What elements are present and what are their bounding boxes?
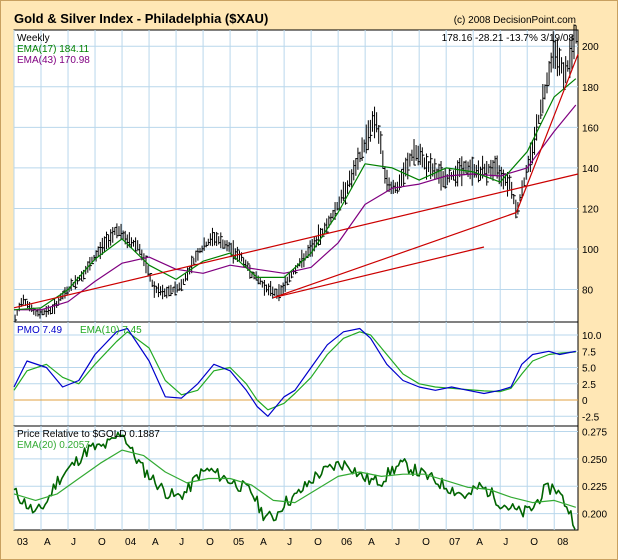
x-tick-label: O	[422, 537, 430, 548]
x-tick-label: J	[503, 537, 508, 548]
relative-ema-line	[13, 449, 576, 508]
pmo-y-tick-label: -2.5	[582, 412, 600, 423]
x-tick-label: J	[287, 537, 292, 548]
x-tick-label: 05	[233, 537, 245, 548]
ema43-label: EMA(43) 170.98	[17, 55, 90, 66]
x-tick-label: 08	[557, 537, 569, 548]
price-y-tick-label: 120	[582, 204, 599, 215]
trendline	[273, 246, 485, 299]
x-axis-ticks: 03 A J O 04 A J O 05 A J O 06 A J O 07 A J O 08	[17, 537, 569, 548]
x-tick-label: O	[530, 537, 538, 548]
trendline	[515, 54, 579, 213]
trendline	[273, 211, 517, 299]
pmo-lines	[13, 327, 576, 417]
x-tick-label: A	[44, 537, 51, 548]
period-label: Weekly	[17, 33, 50, 44]
price-bars	[14, 24, 579, 322]
trendline	[13, 173, 579, 309]
price-y-tick-label: 160	[582, 123, 599, 134]
pmo-y-tick-label: 7.5	[582, 347, 596, 358]
pmo-y-tick-label: 10.0	[582, 331, 602, 342]
relative-y-tick-label: 0.225	[582, 482, 607, 493]
x-tick-label: 06	[341, 537, 353, 548]
pmo-ema-label: EMA(10) 7.45	[80, 325, 142, 336]
price-y-tick-label: 180	[582, 83, 599, 94]
relative-ema-label: EMA(20) 0.2057	[17, 440, 90, 451]
x-tick-label: O	[314, 537, 322, 548]
x-tick-label: A	[476, 537, 483, 548]
pmo-line	[13, 327, 576, 417]
pmo-y-tick-label: 0	[582, 396, 588, 407]
x-tick-label: 03	[17, 537, 29, 548]
x-tick-label: 07	[449, 537, 461, 548]
relative-y-ticks: 0.275 0.250 0.225 0.200	[582, 427, 607, 520]
x-tick-label: J	[395, 537, 400, 548]
price-y-tick-label: 100	[582, 245, 599, 256]
pmo-panel: 10.0 7.5 5.0 2.5 0 -2.5 PMO 7.49 EMA(10) 7.45	[13, 321, 602, 427]
ema43-line	[14, 104, 577, 311]
pmo-y-tick-label: 2.5	[582, 380, 596, 391]
relative-panel: 0.275 0.250 0.225 0.200 Price Relative to $…	[13, 425, 607, 531]
x-tick-label: 04	[125, 537, 137, 548]
x-tick-label: J	[71, 537, 76, 548]
relative-plot-area	[13, 425, 579, 531]
relative-lines	[13, 431, 576, 530]
x-tick-label: J	[179, 537, 184, 548]
relative-y-tick-label: 0.200	[582, 510, 607, 521]
relative-y-tick-label: 0.250	[582, 455, 607, 466]
price-y-tick-label: 80	[582, 286, 594, 297]
copyright-text: (c) 2008 DecisionPoint.com	[454, 15, 576, 26]
pmo-ema-line	[13, 331, 576, 411]
pmo-y-ticks: 10.0 7.5 5.0 2.5 0 -2.5	[582, 331, 602, 423]
pmo-plot-area	[13, 321, 579, 427]
x-tick-label: A	[260, 537, 267, 548]
relative-y-tick-label: 0.275	[582, 427, 607, 438]
price-y-tick-label: 140	[582, 164, 599, 175]
price-y-ticks: 200 180 160 140 120 100 80	[582, 42, 599, 296]
x-tick-label: O	[98, 537, 106, 548]
price-y-tick-label: 200	[582, 42, 599, 53]
x-tick-label: A	[152, 537, 159, 548]
price-panel: 200 180 160 140 120 100 80 Weekly EMA(17) 184.…	[13, 24, 599, 323]
ema17-line	[13, 78, 577, 311]
price-grid	[13, 30, 578, 322]
x-tick-label: O	[206, 537, 214, 548]
relative-line	[13, 431, 576, 530]
pmo-y-tick-label: 5.0	[582, 364, 596, 375]
ema17-label: EMA(17) 184.11	[17, 44, 90, 55]
pmo-label: PMO 7.49	[17, 325, 62, 336]
price-lines	[13, 54, 579, 311]
x-tick-label: A	[368, 537, 375, 548]
chart-title: Gold & Silver Index - Philadelphia ($XAU…	[14, 11, 268, 26]
relative-label: Price Relative to $GOLD 0.1887	[17, 429, 160, 440]
pmo-grid	[13, 322, 578, 426]
price-stats: 178.16 -28.21 -13.7% 3/19/08	[442, 33, 575, 44]
